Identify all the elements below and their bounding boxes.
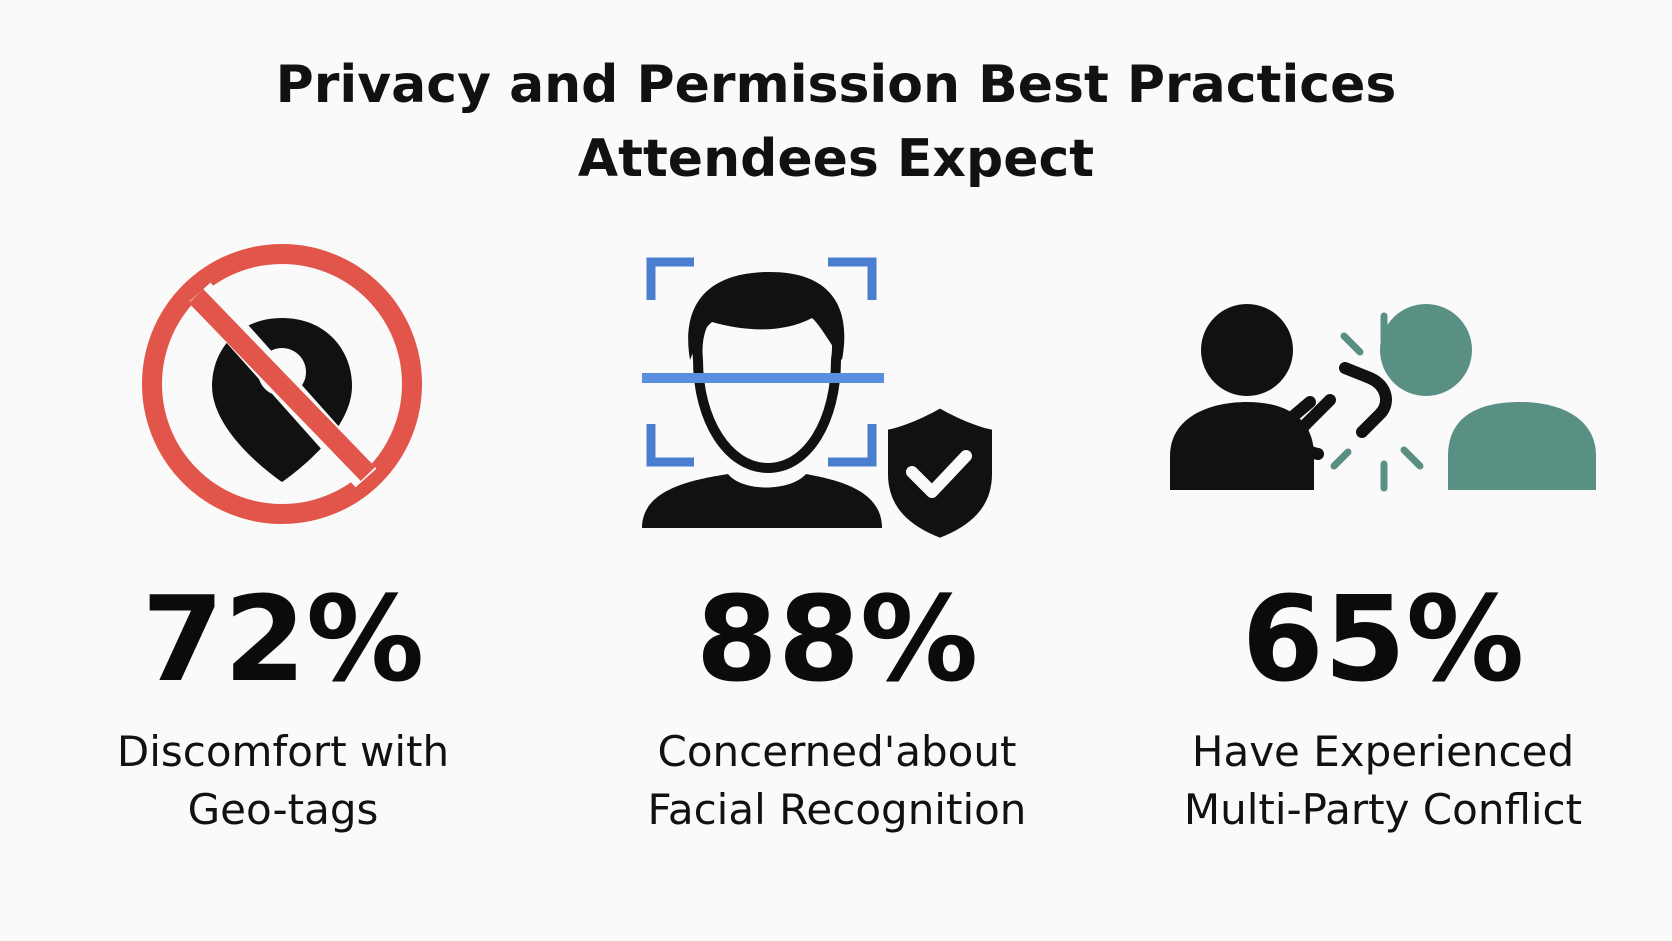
stat-value: 72% [142, 570, 424, 708]
title-line: Privacy and Permission Best Practices [276, 55, 1397, 115]
no-location-icon [142, 244, 422, 524]
face-scan-icon [642, 257, 1000, 547]
title-line: Attendees Expect [578, 129, 1094, 189]
stats: 72% Discomfort with Geo-tags 88% Concerned'a… [117, 570, 1582, 834]
stat-value: 65% [1242, 570, 1524, 708]
conflict-icon [1170, 304, 1596, 492]
stat-label: Have Experienced [1192, 727, 1574, 776]
stat-label: Discomfort with [117, 727, 449, 776]
stat-value: 88% [696, 570, 978, 708]
stat-label: Multi-Party Conflict [1184, 785, 1582, 834]
stat-label: Geo-tags [188, 785, 379, 834]
stat-label: Concerned'about [658, 727, 1017, 776]
stat-label: Facial Recognition [648, 785, 1027, 834]
